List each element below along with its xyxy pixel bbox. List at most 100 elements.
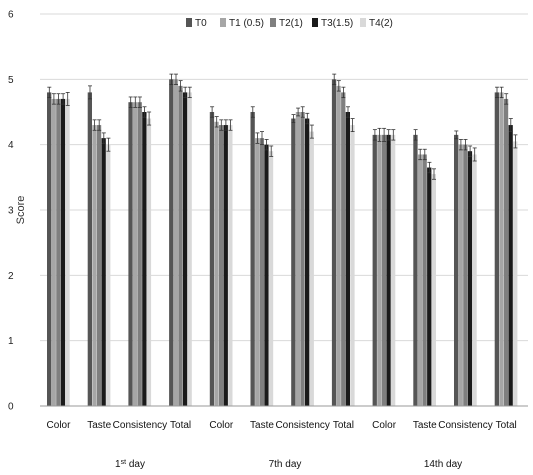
bar-t1-0-5- [377, 134, 382, 406]
bar-t0 [331, 79, 337, 406]
legend-label: T1 (0.5) [229, 18, 264, 29]
x-category-label: Taste [87, 420, 111, 431]
day-label: 1st day [115, 459, 145, 471]
x-category-label: Color [372, 420, 397, 431]
bar-t4-2- [106, 144, 111, 406]
bar-t1-0-5- [92, 125, 97, 407]
x-category-label: Consistency [113, 420, 167, 431]
bar-t0 [169, 79, 174, 406]
bar-t4-2- [513, 141, 518, 406]
bar-t1-0-5- [255, 138, 260, 406]
y-axis-label: Score [15, 196, 27, 225]
x-category-label: Total [170, 420, 191, 431]
bar-t4-2- [65, 98, 70, 406]
bar-t3-1-5- [508, 125, 513, 407]
bar-t0 [87, 92, 92, 407]
bar-t2-1- [56, 98, 61, 406]
bar-t2-1- [219, 125, 224, 407]
x-category-label: Consistency [275, 420, 329, 431]
x-category-label: Total [496, 420, 517, 431]
legend-swatch [186, 18, 192, 27]
bar-t1-0-5- [336, 85, 341, 406]
bar-t3-1-5- [345, 112, 350, 406]
bar-t4-2- [146, 118, 152, 407]
day-group-labels: 1st day 7th day 14th day [115, 459, 462, 471]
x-category-label: Taste [413, 420, 437, 431]
bar-t4-2- [391, 134, 396, 406]
bar-t2-1- [300, 112, 305, 406]
bar-t2-1- [381, 134, 387, 406]
bar-t1-0-5- [133, 102, 138, 406]
x-category-label: Color [47, 420, 72, 431]
bar-t4-2- [309, 131, 314, 406]
bar-t4-2- [472, 154, 477, 406]
bar-t3-1-5- [142, 112, 147, 406]
bar-t0 [372, 134, 377, 406]
bar-t0 [250, 112, 255, 406]
bar-t1-0-5- [417, 154, 423, 406]
bar-t1-0-5- [51, 98, 56, 406]
bar-t1-0-5- [458, 144, 463, 406]
x-axis-categories: Color Taste Consistency Total Color Taste Cons… [47, 420, 517, 431]
bar-t0 [128, 102, 133, 406]
bar-t2-1- [96, 125, 102, 407]
error-bars [47, 73, 518, 180]
legend-label: T3(1.5) [321, 18, 353, 29]
bar-t2-1- [178, 85, 183, 406]
bar-t3-1-5- [305, 118, 310, 407]
bar-t2-1- [503, 98, 509, 406]
gridlines [40, 13, 528, 342]
bar-t0 [209, 112, 215, 406]
bar-t3-1-5- [223, 125, 228, 407]
x-category-label: Consistency [438, 420, 492, 431]
bar-t4-2- [187, 92, 192, 407]
bar-t4-2- [268, 151, 274, 406]
bar-t3-1-5- [386, 134, 391, 406]
bar-t3-1-5- [182, 92, 188, 407]
bar-t2-1- [259, 138, 264, 406]
bar-t1-0-5- [295, 112, 301, 406]
legend-swatch [360, 18, 366, 27]
bar-t2-1- [463, 144, 468, 406]
legend-swatch [220, 18, 226, 27]
bar-t0 [413, 134, 418, 406]
bar-t3-1-5- [427, 167, 432, 406]
x-category-label: Taste [250, 420, 274, 431]
legend-label: T0 [195, 18, 207, 29]
y-tick-label: 1 [8, 336, 14, 347]
bar-t4-2- [431, 174, 436, 406]
bar-t0 [47, 92, 52, 407]
legend-label: T2(1) [279, 18, 303, 29]
bar-t3-1-5- [101, 138, 106, 406]
bar-t4-2- [228, 125, 233, 407]
y-tick-label: 3 [8, 206, 14, 217]
bar-t2-1- [137, 102, 142, 406]
bar-t1-0-5- [499, 92, 504, 407]
day-label: 14th day [424, 459, 462, 470]
bar-t4-2- [350, 125, 355, 407]
bar-t0 [291, 118, 296, 407]
x-category-label: Color [209, 420, 234, 431]
x-category-label: Total [333, 420, 354, 431]
legend: T0 T1 (0.5) T2(1) T3(1.5) T4(2) [186, 18, 393, 29]
day-label: 7th day [269, 459, 302, 470]
bar-t3-1-5- [264, 144, 269, 406]
y-tick-label: 4 [8, 140, 14, 151]
y-tick-label: 5 [8, 75, 14, 86]
bar-t3-1-5- [60, 98, 66, 406]
legend-label: T4(2) [369, 18, 393, 29]
legend-swatch [312, 18, 318, 27]
y-tick-label: 6 [8, 10, 14, 21]
y-tick-label: 2 [8, 271, 14, 282]
bar-t2-1- [422, 154, 427, 406]
bar-t1-0-5- [173, 79, 178, 406]
bar-t1-0-5- [214, 121, 219, 407]
bars [47, 79, 518, 407]
bar-t2-1- [341, 92, 346, 407]
y-tick-label: 0 [8, 402, 14, 413]
y-axis-ticks: 0 1 2 3 4 5 6 [8, 10, 14, 413]
bar-t0 [494, 92, 499, 407]
bar-t3-1-5- [467, 151, 473, 406]
legend-swatch [270, 18, 276, 27]
